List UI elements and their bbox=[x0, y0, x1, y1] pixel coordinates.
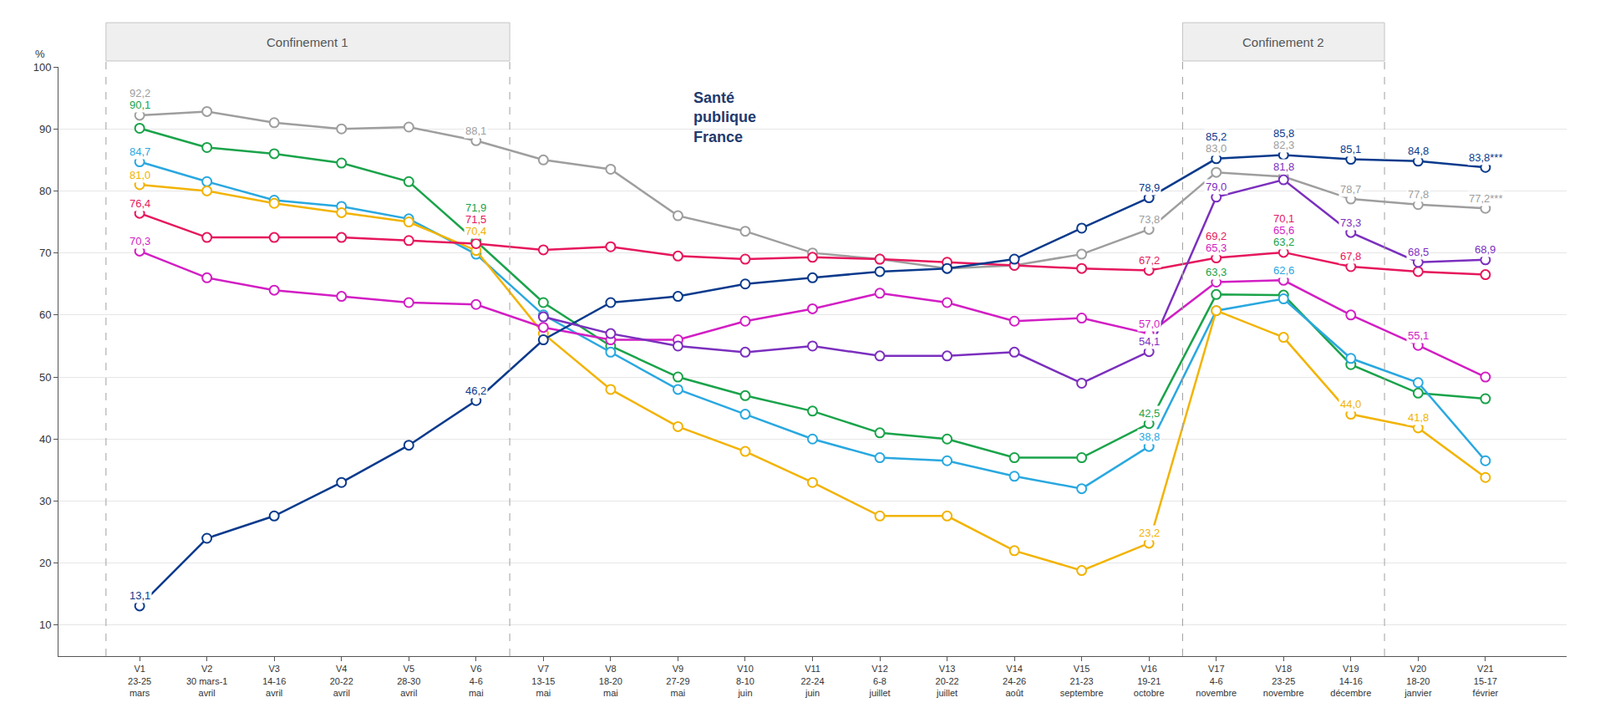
svg-text:20: 20 bbox=[39, 556, 51, 569]
svg-text:83,0: 83,0 bbox=[1205, 142, 1227, 155]
svg-text:85,1: 85,1 bbox=[1340, 142, 1362, 156]
svg-text:50: 50 bbox=[39, 370, 51, 384]
svg-text:70: 70 bbox=[39, 246, 51, 260]
svg-text:85,2: 85,2 bbox=[1205, 130, 1227, 143]
svg-text:V713-15mai: V713-15mai bbox=[531, 663, 555, 698]
svg-text:V1823-25novembre: V1823-25novembre bbox=[1263, 663, 1305, 698]
svg-text:62,6: 62,6 bbox=[1273, 264, 1295, 277]
svg-text:71,9: 71,9 bbox=[465, 201, 487, 214]
svg-text:42,5: 42,5 bbox=[1138, 406, 1160, 420]
svg-text:V174-6novembre: V174-6novembre bbox=[1195, 663, 1237, 698]
svg-text:67,2: 67,2 bbox=[1138, 253, 1160, 267]
svg-text:80: 80 bbox=[39, 184, 51, 198]
svg-text:40: 40 bbox=[39, 432, 51, 446]
svg-text:68,5: 68,5 bbox=[1407, 245, 1429, 259]
svg-text:23,2: 23,2 bbox=[1138, 526, 1160, 539]
svg-text:81,0: 81,0 bbox=[129, 168, 151, 182]
svg-text:41,8: 41,8 bbox=[1407, 411, 1429, 424]
svg-text:79,0: 79,0 bbox=[1205, 180, 1227, 194]
svg-text:V1914-16décembre: V1914-16décembre bbox=[1330, 663, 1372, 698]
svg-text:V108-10juin: V108-10juin bbox=[736, 663, 755, 698]
svg-text:83,8***: 83,8*** bbox=[1468, 151, 1503, 164]
svg-text:57,0: 57,0 bbox=[1138, 317, 1160, 331]
svg-text:90: 90 bbox=[39, 122, 51, 136]
svg-text:76,4: 76,4 bbox=[129, 197, 151, 210]
svg-text:92,2: 92,2 bbox=[129, 86, 151, 100]
svg-text:30: 30 bbox=[39, 494, 51, 508]
svg-text:V1320-22juillet: V1320-22juillet bbox=[935, 663, 960, 698]
svg-text:70,4: 70,4 bbox=[465, 224, 487, 238]
svg-text:88,1: 88,1 bbox=[465, 124, 487, 138]
svg-text:Confinement 1: Confinement 1 bbox=[266, 35, 349, 50]
svg-text:V1424-26août: V1424-26août bbox=[1002, 663, 1027, 698]
svg-text:55,1: 55,1 bbox=[1407, 329, 1429, 342]
svg-text:V2115-17février: V2115-17février bbox=[1473, 663, 1499, 698]
svg-text:63,3: 63,3 bbox=[1205, 265, 1227, 279]
svg-text:V126-8juillet: V126-8juillet bbox=[868, 663, 891, 698]
svg-text:70,1: 70,1 bbox=[1273, 212, 1295, 225]
svg-text:V230 mars-1avril: V230 mars-1avril bbox=[186, 663, 229, 698]
svg-text:V64-6mai: V64-6mai bbox=[468, 663, 484, 698]
svg-text:100: 100 bbox=[33, 60, 52, 74]
svg-text:13,1: 13,1 bbox=[129, 589, 151, 602]
svg-text:81,8: 81,8 bbox=[1273, 160, 1295, 173]
svg-text:82,3: 82,3 bbox=[1273, 138, 1295, 152]
svg-text:V818-20mai: V818-20mai bbox=[599, 663, 623, 698]
svg-text:65,3: 65,3 bbox=[1205, 241, 1227, 254]
svg-text:84,7: 84,7 bbox=[129, 145, 151, 158]
svg-text:70,3: 70,3 bbox=[129, 234, 151, 248]
svg-text:71,5: 71,5 bbox=[465, 213, 487, 226]
svg-text:60: 60 bbox=[39, 308, 51, 321]
svg-text:85,8: 85,8 bbox=[1273, 126, 1295, 140]
svg-text:67,8: 67,8 bbox=[1340, 249, 1362, 263]
svg-text:SantépubliqueFrance: SantépubliqueFrance bbox=[693, 89, 757, 146]
svg-text:V927-29mai: V927-29mai bbox=[665, 663, 690, 698]
svg-text:V314-16avril: V314-16avril bbox=[262, 663, 286, 698]
svg-text:78,7: 78,7 bbox=[1340, 182, 1362, 196]
svg-text:V420-22avril: V420-22avril bbox=[330, 663, 354, 698]
svg-text:84,8: 84,8 bbox=[1407, 144, 1429, 158]
svg-text:46,2: 46,2 bbox=[465, 384, 487, 397]
svg-text:73,8: 73,8 bbox=[1138, 213, 1160, 226]
svg-text:68,9: 68,9 bbox=[1474, 243, 1496, 256]
svg-text:38,8: 38,8 bbox=[1138, 430, 1160, 443]
svg-text:V1521-23septembre: V1521-23septembre bbox=[1060, 663, 1104, 698]
svg-text:%: % bbox=[35, 47, 46, 61]
svg-text:Confinement 2: Confinement 2 bbox=[1242, 35, 1325, 50]
svg-text:54,1: 54,1 bbox=[1138, 335, 1160, 348]
svg-text:63,2: 63,2 bbox=[1273, 235, 1295, 249]
svg-text:V2018-20janvier: V2018-20janvier bbox=[1403, 663, 1433, 698]
svg-text:69,2: 69,2 bbox=[1205, 229, 1227, 243]
svg-text:10: 10 bbox=[39, 618, 51, 631]
svg-text:V528-30avril: V528-30avril bbox=[396, 663, 421, 698]
svg-text:V123-25mars: V123-25mars bbox=[127, 663, 152, 698]
svg-text:V1619-21octobre: V1619-21octobre bbox=[1133, 663, 1165, 698]
svg-text:44,0: 44,0 bbox=[1340, 397, 1362, 411]
svg-text:73,3: 73,3 bbox=[1340, 216, 1362, 229]
svg-text:90,1: 90,1 bbox=[129, 98, 151, 112]
svg-text:77,2***: 77,2*** bbox=[1468, 192, 1503, 205]
svg-text:65,6: 65,6 bbox=[1273, 223, 1295, 237]
svg-text:V1122-24juin: V1122-24juin bbox=[800, 663, 824, 698]
svg-text:78,9: 78,9 bbox=[1138, 181, 1160, 194]
svg-text:77,8: 77,8 bbox=[1407, 187, 1429, 201]
